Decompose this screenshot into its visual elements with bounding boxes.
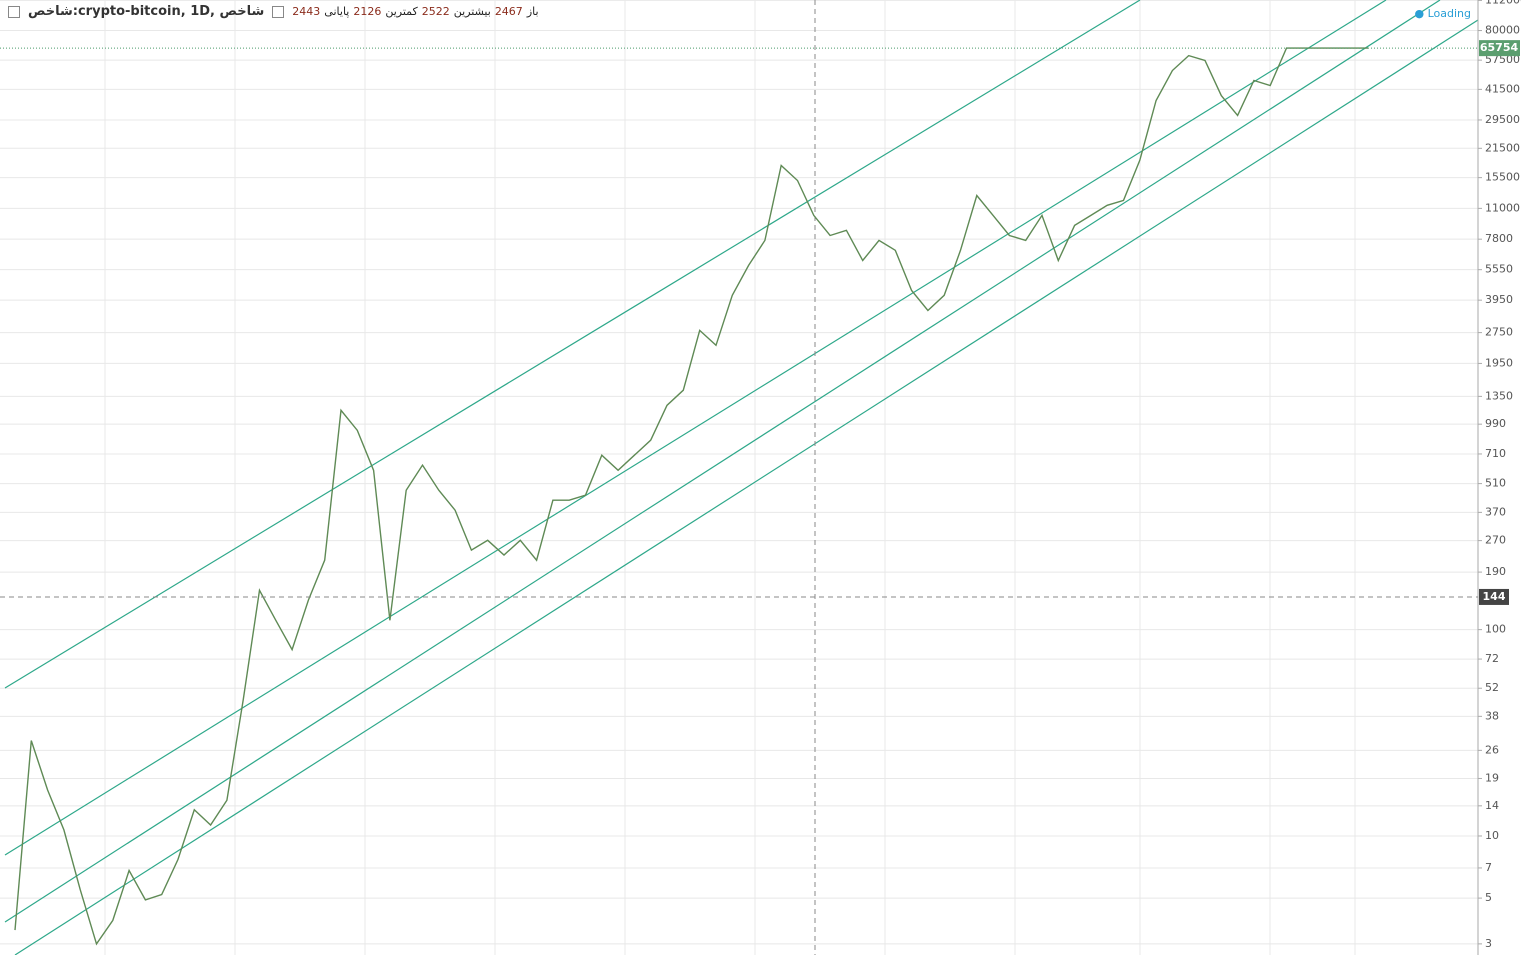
y-tick-label: 15500 (1485, 171, 1520, 184)
channel-line (4, 0, 1387, 856)
y-tick-label: 29500 (1485, 113, 1520, 126)
ohlc-value: 2467 (494, 5, 523, 18)
symbol: شاخص:crypto-bitcoin, 1D, شاخص (28, 4, 265, 19)
y-tick-label: 52 (1485, 681, 1499, 694)
y-tick-label: 1950 (1485, 356, 1513, 369)
ohlc-label: کمترین (385, 5, 418, 18)
y-tick-label: 510 (1485, 477, 1506, 490)
y-tick-label: 7 (1485, 861, 1492, 874)
y-tick-label: 21500 (1485, 141, 1520, 154)
channel-line (14, 19, 1479, 955)
collapse-button[interactable] (8, 5, 20, 18)
y-tick-label: 5 (1485, 891, 1492, 904)
crosshair-label: 144 (1483, 590, 1506, 603)
ohlc-label: باز (526, 5, 539, 18)
settings-icon[interactable] (272, 5, 285, 18)
channel-line (4, 0, 1441, 923)
last-price-bg (1479, 40, 1520, 57)
crosshair-label-bg (1479, 588, 1509, 605)
y-tick-label: 190 (1485, 565, 1506, 578)
ohlc-value: 2443 (292, 5, 321, 18)
header: شاخص:crypto-bitcoin, 1D, شاخص باز 2467 بیش… (8, 4, 539, 19)
y-tick-label: 270 (1485, 534, 1506, 547)
y-tick-label: 7800 (1485, 232, 1513, 245)
y-tick-label: 57500 (1485, 53, 1520, 66)
y-tick-label: 112000 (1485, 0, 1521, 6)
ohlc: باز 2467 بیشترین 2522 کمترین 2126 پایانی 2443 (292, 5, 538, 18)
y-tick-label: 2750 (1485, 326, 1513, 339)
y-tick-label: 710 (1485, 447, 1506, 460)
y-tick-label: 26 (1485, 743, 1499, 756)
y-tick-label: 11000 (1485, 201, 1520, 214)
status: ● Loading (1414, 7, 1471, 20)
y-tick-label: 100 (1485, 623, 1506, 636)
y-tick-label: 990 (1485, 417, 1506, 430)
last-price-label: 65754 (1480, 41, 1519, 54)
y-tick-label: 5550 (1485, 263, 1513, 276)
ohlc-label: بیشترین (453, 5, 491, 18)
y-tick-label: 3950 (1485, 293, 1513, 306)
ohlc-value: 2126 (353, 5, 382, 18)
y-tick-label: 10 (1485, 829, 1499, 842)
y-tick-label: 370 (1485, 505, 1506, 518)
status-text: Loading (1427, 7, 1471, 20)
ohlc-value: 2522 (421, 5, 450, 18)
y-tick-label: 38 (1485, 709, 1499, 722)
ohlc-label: پایانی (324, 5, 350, 18)
price-line (14, 47, 1368, 946)
channel-line (4, 0, 1141, 689)
y-tick-label: 1350 (1485, 389, 1513, 402)
y-tick-label: 14 (1485, 799, 1499, 812)
y-tick-label: 3 (1485, 937, 1492, 950)
y-tick-label: 80000 (1485, 24, 1520, 37)
y-tick-label: 41500 (1485, 82, 1520, 95)
y-tick-label: 72 (1485, 652, 1499, 665)
y-tick-label: 19 (1485, 771, 1499, 784)
